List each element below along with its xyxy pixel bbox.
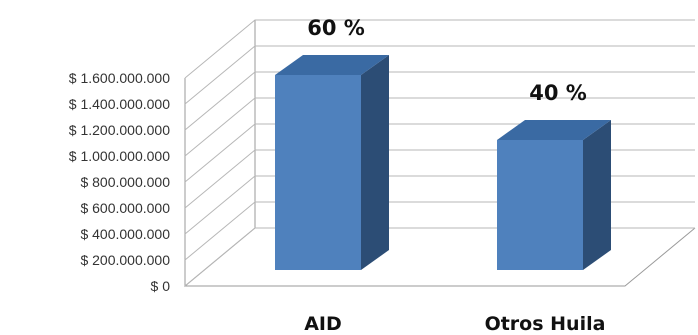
y-tick-label: $ 600.000.000 — [80, 200, 170, 216]
y-tick-label: $ 200.000.000 — [80, 252, 170, 268]
gridline — [184, 71, 695, 131]
data-label: 40 % — [529, 81, 587, 105]
bar-side — [361, 55, 389, 270]
y-tick-label: $ 800.000.000 — [80, 174, 170, 190]
chart-walls — [184, 20, 696, 288]
bars — [275, 55, 611, 270]
data-label: 60 % — [307, 16, 365, 40]
gridline — [184, 97, 695, 157]
bar-aid — [275, 55, 389, 270]
gridline — [184, 175, 695, 235]
category-labels: AID Otros Huila — [304, 313, 605, 335]
bar-front — [275, 75, 361, 270]
category-label: Otros Huila — [485, 313, 606, 335]
y-tick-label: $ 1.000.000.000 — [69, 148, 170, 164]
y-tick-label: $ 0 — [151, 278, 171, 294]
bar-otros-huila — [497, 120, 611, 270]
gridline — [184, 227, 695, 287]
y-tick-label: $ 1.600.000.000 — [69, 70, 170, 86]
gridline — [184, 45, 695, 105]
y-tick-label: $ 1.400.000.000 — [69, 96, 170, 112]
bar-side — [583, 120, 611, 270]
y-axis-ticks: $ 0 $ 200.000.000 $ 400.000.000 $ 600.000.0… — [69, 70, 170, 294]
category-label: AID — [304, 313, 342, 335]
bar-front — [497, 140, 583, 270]
y-tick-label: $ 400.000.000 — [80, 226, 170, 242]
gridline — [184, 19, 695, 79]
gridline — [184, 123, 695, 183]
bar-top — [497, 120, 611, 140]
data-labels: 60 % 40 % — [307, 16, 587, 105]
bar-top — [275, 55, 389, 75]
gridline — [184, 149, 695, 209]
floor-edge — [185, 227, 696, 287]
y-tick-label: $ 1.200.000.000 — [69, 122, 170, 138]
gridline — [184, 201, 695, 261]
gridlines — [184, 19, 695, 287]
